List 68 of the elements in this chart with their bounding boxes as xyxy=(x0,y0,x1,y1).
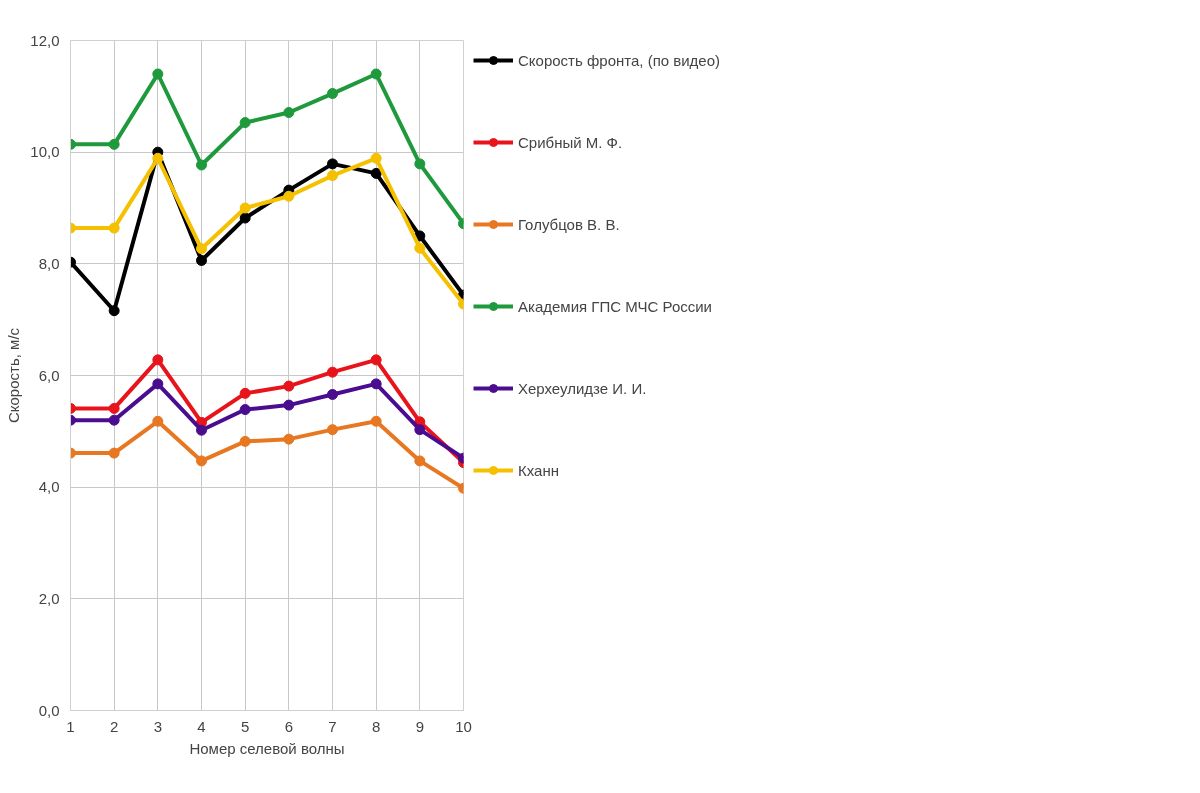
y-tick-label: 12,0 xyxy=(30,31,60,49)
point xyxy=(239,202,251,214)
point xyxy=(196,243,207,255)
point xyxy=(196,254,207,266)
point xyxy=(283,380,295,392)
point xyxy=(414,242,426,254)
y-tick-label: 0,0 xyxy=(38,701,60,719)
x-tick-label: 9 xyxy=(415,717,425,735)
x-axis-title: Номер селевой волны xyxy=(189,739,345,757)
point xyxy=(370,152,382,164)
x-tick-label: 6 xyxy=(284,717,294,735)
legend-label: Скорость фронта, (по видео) xyxy=(518,51,721,69)
legend-label: Срибный М. Ф. xyxy=(518,133,623,151)
point xyxy=(327,388,338,400)
point xyxy=(108,222,120,234)
x-tick-label: 3 xyxy=(153,717,163,735)
point xyxy=(283,190,295,202)
point xyxy=(108,402,120,414)
x-tick-label: 1 xyxy=(66,717,75,735)
point xyxy=(327,366,338,378)
point xyxy=(414,424,426,436)
point xyxy=(283,399,295,411)
legend-label: Кханн xyxy=(518,461,559,479)
legend-label: Голубцов В. В. xyxy=(518,215,620,233)
point xyxy=(370,415,382,427)
point xyxy=(152,152,164,164)
point xyxy=(327,88,338,100)
point xyxy=(196,159,207,171)
point xyxy=(108,414,120,426)
point xyxy=(239,212,251,224)
point xyxy=(370,354,382,366)
point xyxy=(414,158,426,170)
x-tick-label: 7 xyxy=(328,717,337,735)
point xyxy=(327,170,338,182)
x-tick-label: 2 xyxy=(110,717,119,735)
legend-label: Херхеулидзе И. И. xyxy=(518,379,647,397)
point xyxy=(370,378,382,390)
y-axis-title: Скорость, м/с xyxy=(5,327,23,424)
point xyxy=(152,378,164,390)
point xyxy=(152,68,164,80)
y-tick-label: 6,0 xyxy=(38,366,60,384)
y-tick-label: 8,0 xyxy=(38,254,60,272)
point xyxy=(239,117,251,129)
x-tick-label: 8 xyxy=(372,717,381,735)
point xyxy=(239,404,251,416)
x-tick-label: 10 xyxy=(455,717,472,735)
point xyxy=(196,455,207,467)
point xyxy=(327,424,338,436)
point xyxy=(370,68,382,80)
point xyxy=(239,387,251,399)
point xyxy=(108,138,120,150)
x-tick-label: 5 xyxy=(241,717,250,735)
point xyxy=(370,167,382,179)
point xyxy=(239,435,251,447)
point xyxy=(327,158,338,170)
point xyxy=(414,455,426,467)
y-tick-label: 4,0 xyxy=(38,478,60,496)
y-tick-label: 2,0 xyxy=(38,589,60,607)
y-tick-label: 10,0 xyxy=(30,143,60,161)
point xyxy=(283,107,295,119)
point xyxy=(108,305,120,317)
legend-label: Академия ГПС МЧС России xyxy=(518,297,712,315)
point xyxy=(196,424,207,436)
point xyxy=(152,415,164,427)
point xyxy=(152,354,164,366)
point xyxy=(108,447,120,459)
x-tick-label: 4 xyxy=(197,717,206,735)
point xyxy=(283,433,295,445)
